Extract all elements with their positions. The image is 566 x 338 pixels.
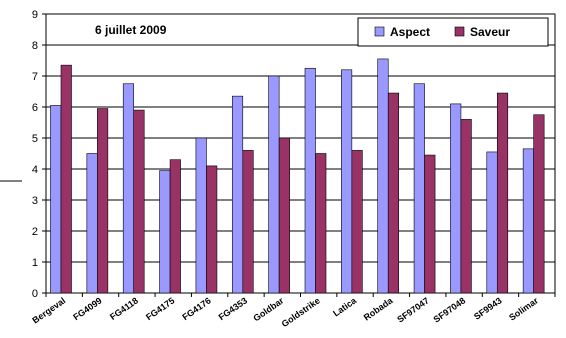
bars	[50, 58, 545, 294]
x-tick-label: SF9943	[472, 295, 504, 321]
bar-aspect	[122, 83, 135, 294]
bar-aspect	[268, 75, 280, 294]
bar-saveur	[387, 92, 400, 294]
bar-saveur	[206, 165, 218, 294]
bar-saveur	[351, 150, 363, 294]
y-tick-label: 4	[32, 164, 38, 176]
x-tick-label: SF97047	[395, 295, 431, 324]
y-tick-label: 2	[32, 226, 38, 238]
y-tick-label: 9	[32, 9, 38, 21]
bar-aspect	[377, 58, 389, 294]
y-tick-label: 0	[32, 288, 38, 300]
x-tick-label: Goldstrike	[280, 295, 322, 329]
bar-aspect	[450, 103, 462, 294]
x-tick-label: SF97048	[432, 295, 468, 324]
x-tick-label: FG4099	[71, 295, 103, 322]
x-tick-label: Latica	[331, 295, 359, 319]
x-tick-label: Solimar	[507, 295, 540, 322]
x-tick-label: FG4175	[144, 295, 176, 322]
x-tick-label: FG4176	[180, 295, 212, 322]
y-axis: 0 1 2 3 4 5 6 7 8 9	[32, 9, 46, 300]
bar-saveur	[460, 119, 472, 294]
x-tick-label: FG4353	[217, 295, 249, 322]
bar-aspect	[486, 151, 498, 294]
bar-aspect	[231, 95, 244, 294]
bar-saveur	[60, 64, 72, 294]
y-tick-label: 7	[32, 71, 38, 83]
bar-aspect	[86, 153, 98, 294]
y-tick-label: 3	[32, 195, 38, 207]
bar-aspect	[304, 67, 316, 294]
legend-swatch-saveur	[454, 26, 465, 37]
bar-saveur	[424, 154, 436, 294]
legend-label-aspect: Aspect	[390, 25, 430, 39]
y-tick-label: 1	[32, 257, 38, 269]
legend-swatch-aspect	[374, 26, 385, 37]
bar-saveur	[496, 92, 509, 294]
plot-area	[45, 13, 556, 294]
bar-saveur	[133, 109, 145, 294]
bar-aspect	[195, 137, 207, 294]
y-tick-label: 6	[32, 102, 38, 114]
bar-saveur	[169, 159, 181, 294]
bar-aspect	[413, 83, 425, 294]
x-tick-label: Robada	[362, 295, 396, 323]
bar-saveur	[242, 150, 254, 294]
x-tick-label: FG4118	[108, 295, 140, 322]
legend-box	[357, 17, 549, 47]
bar-aspect	[159, 170, 171, 294]
chart-title: 6 juillet 2009	[95, 23, 167, 37]
y-tick-label: 8	[32, 40, 38, 52]
bar-saveur	[97, 108, 109, 294]
bar-aspect	[341, 69, 353, 294]
x-axis: Bergeval FG4099 FG4118 FG4175 FG4176 FG4353 Go…	[30, 293, 556, 329]
bar-aspect	[50, 105, 62, 294]
bar-aspect	[522, 148, 534, 294]
y-tick-label: 5	[32, 133, 38, 145]
bar-saveur	[278, 137, 290, 294]
legend-label-saveur: Saveur	[470, 25, 510, 39]
bar-saveur	[533, 114, 545, 294]
bar-saveur	[315, 153, 327, 294]
